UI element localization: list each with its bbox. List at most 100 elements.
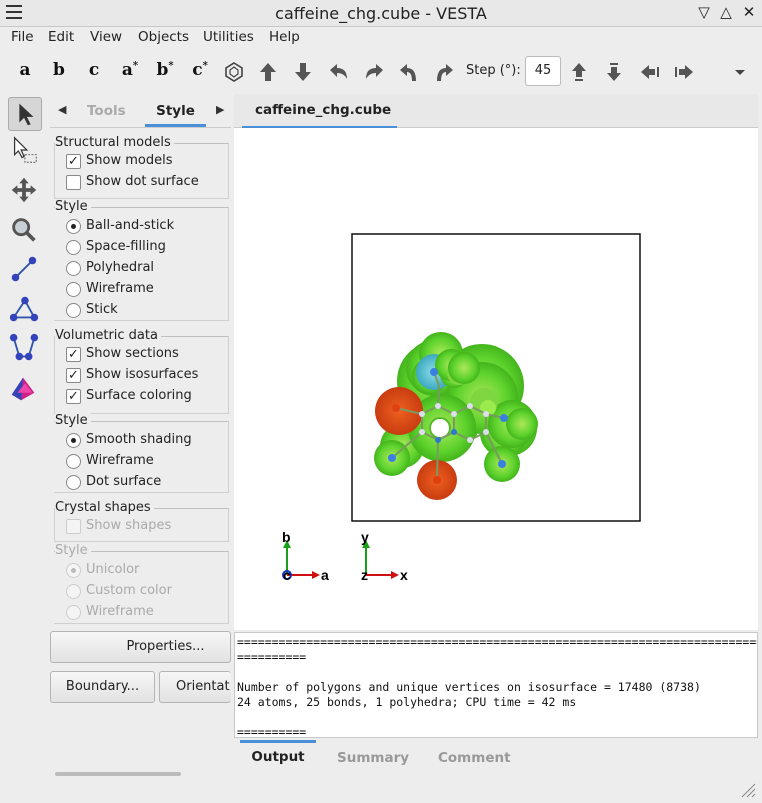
- tab-comment[interactable]: Comment: [438, 750, 511, 766]
- step-right-icon[interactable]: [672, 60, 696, 84]
- angle-icon[interactable]: [8, 293, 42, 327]
- menu-bar: File Edit View Objects Utilities Help: [0, 27, 762, 49]
- rotate-ccw-icon[interactable]: [397, 60, 421, 84]
- minimize-icon[interactable]: ▽: [698, 3, 710, 21]
- crystal-shapes-title: Crystal shapes: [55, 500, 154, 515]
- checkbox-icon: ✓: [66, 154, 81, 169]
- axis-b-label: b: [282, 529, 291, 545]
- style2-title: Style: [55, 413, 91, 428]
- radio-icon: [66, 563, 81, 578]
- radio-icon: [66, 261, 81, 276]
- structural-models-group: [54, 143, 229, 199]
- axis-y-label: y: [361, 529, 369, 545]
- toolbar-overflow-icon[interactable]: [728, 60, 752, 84]
- checkbox-icon: ✓: [66, 347, 81, 362]
- panel-tabs: ◀ Tools Style ▶: [50, 94, 231, 128]
- distance-icon[interactable]: [8, 253, 42, 287]
- document-area: caffeine_chg.cube: [234, 94, 758, 630]
- output-rule: ==========: [237, 650, 307, 664]
- axis-indicator-xyz: y x z: [361, 529, 408, 583]
- rotate-left-icon[interactable]: [327, 60, 351, 84]
- rotate-down-icon[interactable]: [291, 60, 315, 84]
- output-console[interactable]: ========================================…: [234, 632, 758, 738]
- tab-style[interactable]: Style: [145, 103, 206, 127]
- orientation-button[interactable]: Orientat: [159, 671, 231, 703]
- step-left-icon[interactable]: [638, 60, 662, 84]
- view-along-a-button[interactable]: a: [19, 60, 31, 80]
- radio-icon: [66, 475, 81, 490]
- step-up-icon[interactable]: [567, 60, 591, 84]
- radio-icon: [66, 303, 81, 318]
- bottom-tabs: Output Summary Comment: [234, 740, 758, 776]
- style3-group: [54, 551, 229, 624]
- select-box-icon[interactable]: [8, 134, 42, 168]
- tab-tools[interactable]: Tools: [87, 103, 126, 119]
- tab-scroll-right-icon[interactable]: ▶: [216, 103, 225, 116]
- rotate-cw-icon[interactable]: [432, 60, 456, 84]
- axis-x-label: x: [400, 567, 408, 583]
- step-label: Step (°):: [466, 63, 521, 78]
- lattice-plane-icon[interactable]: [8, 372, 42, 406]
- dihedral-icon[interactable]: [8, 332, 42, 366]
- close-icon[interactable]: ✕: [742, 3, 756, 21]
- unit-cell-box: [351, 233, 641, 522]
- resize-grip-icon[interactable]: [738, 780, 756, 798]
- hamburger-menu-icon[interactable]: [6, 5, 22, 19]
- standard-orientation-icon[interactable]: [222, 60, 246, 84]
- output-rule: ==========: [237, 725, 307, 738]
- structure-canvas[interactable]: b a c y x z: [234, 128, 758, 630]
- checkbox-icon: ✓: [66, 368, 81, 383]
- view-along-c-button[interactable]: c: [88, 60, 100, 80]
- volumetric-title: Volumetric data: [55, 328, 161, 343]
- style3-title: Style: [55, 543, 91, 558]
- tab-output[interactable]: Output: [240, 740, 316, 765]
- step-down-icon[interactable]: [602, 60, 626, 84]
- radio-icon: [66, 433, 81, 448]
- boundary-button[interactable]: Boundary...: [50, 671, 155, 703]
- document-tabs: caffeine_chg.cube: [234, 94, 758, 128]
- axis-z-label: z: [361, 567, 368, 583]
- tab-caffeine-chg-cube[interactable]: caffeine_chg.cube: [242, 94, 397, 128]
- rotate-right-icon[interactable]: [362, 60, 386, 84]
- window-title: caffeine_chg.cube - VESTA: [275, 4, 487, 23]
- output-line: 24 atoms, 25 bonds, 1 polyhedra; CPU tim…: [237, 695, 577, 709]
- output-rule: ========================================…: [237, 635, 757, 649]
- axis-a-label: a: [321, 567, 329, 583]
- style2-group: [54, 421, 229, 493]
- menu-file[interactable]: File: [11, 29, 34, 45]
- properties-button[interactable]: Properties...: [50, 631, 231, 663]
- tab-summary[interactable]: Summary: [337, 750, 410, 766]
- maximize-icon[interactable]: △: [720, 3, 732, 21]
- style1-group: [54, 207, 229, 321]
- style1-title: Style: [55, 199, 91, 214]
- radio-icon: [66, 282, 81, 297]
- radio-icon: [66, 240, 81, 255]
- view-along-c-star-button[interactable]: c*: [192, 60, 208, 80]
- tab-scroll-left-icon[interactable]: ◀: [58, 103, 67, 116]
- menu-objects[interactable]: Objects: [138, 29, 190, 45]
- radio-icon: [66, 584, 81, 599]
- atoms: [388, 368, 508, 484]
- radio-icon: [66, 605, 81, 620]
- rotate-up-icon[interactable]: [256, 60, 280, 84]
- menu-utilities[interactable]: Utilities: [203, 29, 254, 45]
- view-along-a-star-button[interactable]: a*: [121, 60, 139, 80]
- checkbox-icon: [66, 519, 81, 534]
- radio-icon: [66, 454, 81, 469]
- step-input[interactable]: 45: [525, 56, 561, 86]
- radio-icon: [66, 219, 81, 234]
- menu-edit[interactable]: Edit: [48, 29, 75, 45]
- panel-scrollbar[interactable]: [55, 772, 181, 776]
- magnify-icon[interactable]: [8, 214, 42, 248]
- menu-help[interactable]: Help: [269, 29, 300, 45]
- output-line: Number of polygons and unique vertices o…: [237, 680, 701, 694]
- style-panel: ◀ Tools Style ▶ Structural models ✓ Show …: [50, 94, 231, 628]
- translate-icon[interactable]: [8, 174, 42, 208]
- menu-view[interactable]: View: [90, 29, 123, 45]
- select-arrow-icon[interactable]: [8, 97, 42, 131]
- view-along-b-star-button[interactable]: b*: [156, 60, 174, 80]
- toolbar: a b c a* b* c* Step (°): 45: [0, 50, 762, 94]
- checkbox-icon: [66, 175, 81, 190]
- view-along-b-button[interactable]: b: [53, 60, 65, 80]
- structure-view: b a c y x z: [282, 233, 641, 583]
